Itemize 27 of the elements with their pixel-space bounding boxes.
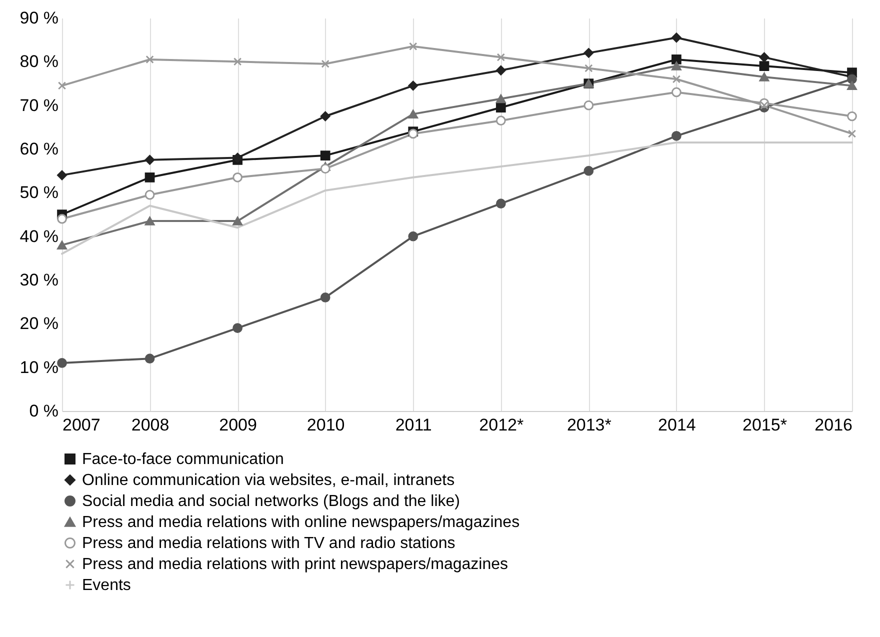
x-tick-label: 2011 <box>395 416 432 434</box>
x-tick-label: 2012* <box>479 416 524 434</box>
x-tick-label: 2009 <box>219 416 257 434</box>
y-tick-label: 50 % <box>20 183 58 202</box>
y-tick-label: 60 % <box>20 140 58 158</box>
x-tick-label: 2007 <box>62 416 100 434</box>
legend-label: Online communication via websites, e-mail, intranets <box>82 472 455 489</box>
x-tick-label: 2008 <box>131 416 170 434</box>
legend-label: Events <box>82 577 131 594</box>
y-tick-label: 0 % <box>29 402 58 420</box>
y-tick-label: 90 % <box>20 8 58 28</box>
y-tick-label: 70 % <box>20 96 58 115</box>
x-tick-label: 2014 <box>658 416 696 434</box>
legend-label: Press and media relations with print newspapers/magazines <box>82 556 508 573</box>
y-tick-label: 10 % <box>20 358 58 377</box>
y-tick-label: 20 % <box>20 314 58 334</box>
legend-label: Press and media relations with online newspapers/magazines <box>82 514 520 531</box>
legend-label: Social media and social networks (Blogs and the like) <box>82 493 460 510</box>
x-tick-label: 2013* <box>566 416 612 434</box>
y-tick-label: 30 % <box>20 270 58 290</box>
y-tick-label: 80 % <box>20 52 58 72</box>
x-tick-label: 2015* <box>742 416 788 434</box>
x-tick-label: 2010 <box>306 416 345 434</box>
legend-label: Face-to-face communication <box>82 451 284 468</box>
legend-label: Press and media relations with TV and radio stations <box>82 535 456 552</box>
x-tick-label: 2016 <box>814 416 852 434</box>
y-tick-label: 40 % <box>20 226 58 246</box>
